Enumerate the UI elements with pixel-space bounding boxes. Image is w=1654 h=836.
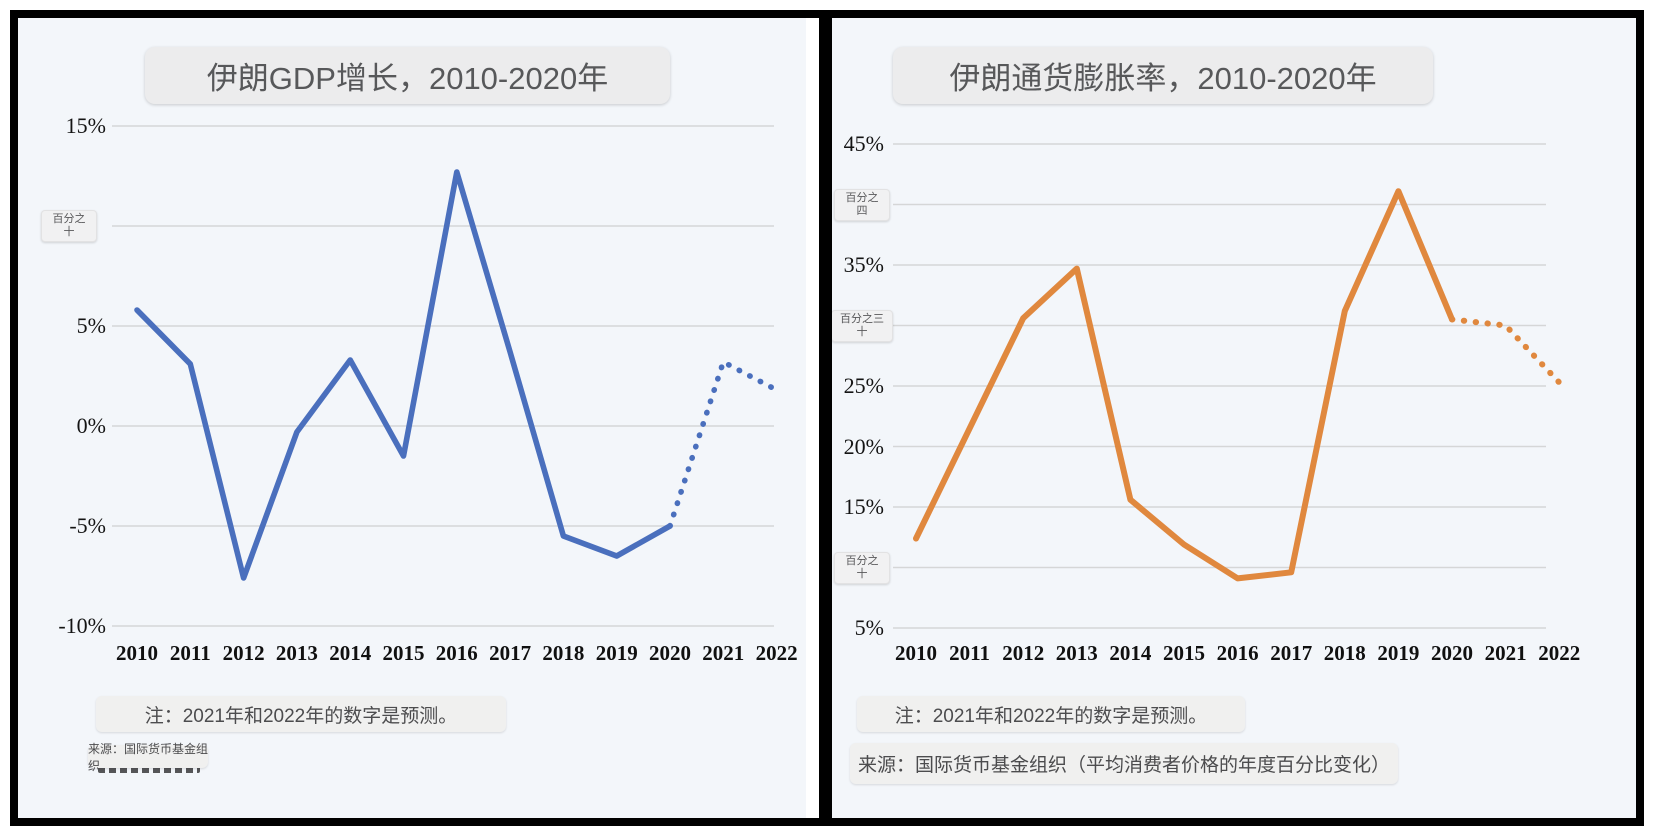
inflation-y-tick-label: 45% bbox=[843, 131, 884, 156]
inflation-x-tick-label: 2010 bbox=[895, 641, 937, 665]
inflation-chart-source-text: 来源：国际货币基金组织（平均消费者价格的年度百分比变化） bbox=[857, 755, 1390, 776]
gdp-x-tick-label: 2012 bbox=[222, 641, 265, 665]
gdp-line-solid bbox=[134, 169, 673, 581]
gdp-x-tick-label: 2016 bbox=[435, 641, 478, 665]
obscured-source-text bbox=[98, 766, 200, 773]
inflation-chart-title: 伊朗通货膨胀率，2010-2020年 bbox=[893, 47, 1433, 104]
inflation-y-tick-label: 20% bbox=[843, 433, 884, 459]
gdp-y-tick-label: -10% bbox=[58, 613, 106, 638]
gdp-x-tick-label: 2015 bbox=[382, 641, 425, 665]
inflation-y-tick-label: 15% bbox=[843, 494, 884, 519]
inflation-y-tick-badge: 百分之十 bbox=[834, 551, 890, 584]
gdp-y-tick-badge-text: 十 bbox=[63, 226, 75, 238]
inflation-line-forecast bbox=[1449, 316, 1563, 386]
inflation-y-tick-label: 5% bbox=[854, 615, 884, 640]
gdp-x-tick-label: 2020 bbox=[649, 641, 691, 665]
inflation-chart-note-text: 注：2021年和2022年的数字是预测。 bbox=[894, 705, 1208, 727]
inflation-y-tick-badge: 百分之三十 bbox=[831, 309, 893, 342]
inflation-x-tick-label: 2022 bbox=[1538, 641, 1581, 665]
gdp-x-tick-label: 2018 bbox=[542, 641, 585, 665]
gdp-chart-note: 注：2021年和2022年的数字是预测。 bbox=[96, 696, 506, 732]
inflation-x-tick-label: 2017 bbox=[1270, 641, 1313, 665]
gdp-x-tick-label: 2019 bbox=[595, 641, 638, 665]
gdp-x-tick-label: 2014 bbox=[329, 641, 372, 665]
inflation-y-tick-badge-text: 十 bbox=[856, 325, 868, 338]
gdp-y-tick-label: 0% bbox=[76, 413, 106, 438]
inflation-y-tick-badge-text: 百分之三 bbox=[840, 312, 884, 325]
gdp-x-tick-label: 2011 bbox=[169, 641, 211, 665]
gdp-x-tick-label: 2022 bbox=[755, 641, 798, 665]
inflation-x-tick-label: 2018 bbox=[1323, 641, 1366, 665]
gdp-y-tick-badge: 百分之十 bbox=[41, 210, 97, 242]
inflation-y-tick-badge-text: 十 bbox=[856, 567, 868, 580]
gdp-chart-source: 来源：国际货币基金组织 bbox=[88, 742, 208, 773]
gdp-x-tick-label: 2010 bbox=[116, 641, 158, 665]
inflation-chart-note: 注：2021年和2022年的数字是预测。 bbox=[857, 696, 1245, 732]
gdp-line-forecast bbox=[667, 359, 780, 529]
inflation-x-tick-label: 2013 bbox=[1055, 641, 1098, 665]
inflation-x-tick-label: 2016 bbox=[1216, 641, 1259, 665]
panel-divider bbox=[819, 10, 832, 826]
inflation-x-tick-label: 2015 bbox=[1163, 641, 1205, 665]
inflation-x-tick-label: 2019 bbox=[1377, 641, 1420, 665]
inflation-x-tick-label: 2020 bbox=[1431, 641, 1473, 665]
gdp-y-tick-label: 15% bbox=[65, 113, 106, 138]
inflation-x-tick-label: 2011 bbox=[949, 641, 991, 665]
inflation-y-tick-label: 35% bbox=[843, 252, 884, 277]
gdp-chart-title-text: 伊朗GDP增长，2010-2020年 bbox=[206, 61, 609, 96]
gdp-chart-note-text: 注：2021年和2022年的数字是预测。 bbox=[144, 705, 458, 727]
right-panel-background bbox=[832, 18, 1636, 818]
gdp-x-tick-label: 2013 bbox=[275, 641, 318, 665]
inflation-x-tick-label: 2021 bbox=[1484, 641, 1527, 665]
gdp-chart-title: 伊朗GDP增长，2010-2020年 bbox=[145, 47, 670, 104]
inflation-chart-title-text: 伊朗通货膨胀率，2010-2020年 bbox=[949, 61, 1377, 96]
gdp-chart-source-text: 来源：国际货币基金组织 bbox=[88, 741, 209, 773]
inflation-y-tick-badge-text: 百分之 bbox=[845, 191, 879, 204]
gdp-x-tick-label: 2021 bbox=[702, 641, 745, 665]
inflation-x-tick-label: 2012 bbox=[1002, 641, 1045, 665]
gdp-y-tick-label: -5% bbox=[69, 513, 106, 538]
inflation-x-tick-label: 2014 bbox=[1109, 641, 1152, 665]
inflation-y-tick-badge: 百分之四 bbox=[834, 188, 890, 221]
inflation-y-tick-badge-text: 百分之 bbox=[845, 554, 879, 567]
inflation-chart-source: 来源：国际货币基金组织（平均消费者价格的年度百分比变化） bbox=[850, 743, 1398, 784]
inflation-y-tick-badge-text: 四 bbox=[856, 204, 868, 217]
gdp-y-tick-label: 5% bbox=[76, 313, 106, 338]
gdp-x-tick-label: 2017 bbox=[489, 641, 532, 665]
inflation-y-tick-label: 25% bbox=[843, 373, 884, 398]
inflation-line-solid bbox=[913, 188, 1455, 582]
gdp-y-tick-badge-text: 百分之 bbox=[52, 213, 86, 225]
